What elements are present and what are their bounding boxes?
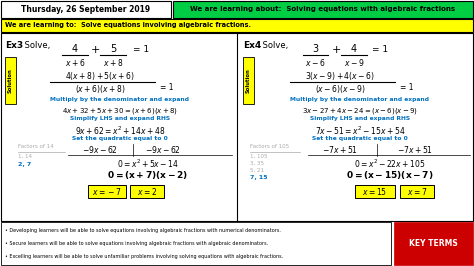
Text: 3: 3 bbox=[312, 44, 318, 54]
Text: Simplify LHS and expand RHS: Simplify LHS and expand RHS bbox=[70, 116, 170, 121]
Text: Set the quadratic equal to 0: Set the quadratic equal to 0 bbox=[72, 136, 168, 141]
Text: $7x-51=x^2-15x+54$: $7x-51=x^2-15x+54$ bbox=[315, 125, 405, 138]
Text: $-9x-62$: $-9x-62$ bbox=[145, 144, 181, 155]
Text: Ex3: Ex3 bbox=[5, 41, 23, 50]
Text: +: + bbox=[91, 45, 100, 55]
Text: $-9x-62$: $-9x-62$ bbox=[82, 144, 118, 155]
Text: $(x-6)(x-9)$: $(x-6)(x-9)$ bbox=[315, 83, 365, 95]
Text: $3x-27+4x-24=(x-6)(x-9)$: $3x-27+4x-24=(x-6)(x-9)$ bbox=[302, 106, 418, 116]
Text: $4x+32+5x+30=(x+6)(x+8)$: $4x+32+5x+30=(x+6)(x+8)$ bbox=[62, 106, 178, 116]
Text: Multiply by the denominator and expand: Multiply by the denominator and expand bbox=[291, 97, 429, 102]
Text: 1, 14: 1, 14 bbox=[18, 154, 32, 159]
Text: = 1: = 1 bbox=[160, 83, 173, 92]
Text: $-7x+51$: $-7x+51$ bbox=[322, 144, 358, 155]
Text: $3(x-9)+4(x-6)$: $3(x-9)+4(x-6)$ bbox=[305, 70, 375, 82]
Text: $x+6$: $x+6$ bbox=[65, 57, 85, 68]
Bar bbox=[394, 222, 473, 265]
Text: $\mathbf{0=(x+7)(x-2)}$: $\mathbf{0=(x+7)(x-2)}$ bbox=[108, 169, 189, 181]
Text: $0=x^2-22x+105$: $0=x^2-22x+105$ bbox=[354, 158, 426, 171]
Text: • Secure learners will be able to solve equations involving algebraic fractions : • Secure learners will be able to solve … bbox=[5, 241, 268, 246]
Text: Solve,: Solve, bbox=[22, 41, 50, 50]
Text: $x-9$: $x-9$ bbox=[344, 57, 364, 68]
Text: KEY TERMS: KEY TERMS bbox=[409, 239, 457, 247]
Bar bbox=[173, 1, 473, 18]
Text: $\mathbf{0=(x-15)(x-7)}$: $\mathbf{0=(x-15)(x-7)}$ bbox=[346, 169, 434, 181]
Text: +: + bbox=[331, 45, 341, 55]
Text: Solution: Solution bbox=[8, 68, 13, 93]
Text: 4: 4 bbox=[351, 44, 357, 54]
Text: 3, 35: 3, 35 bbox=[250, 161, 264, 166]
Bar bbox=[1, 222, 391, 265]
Text: Multiply by the denominator and expand: Multiply by the denominator and expand bbox=[51, 97, 190, 102]
Text: • Excelling learners will be able to solve unfamiliar problems involving solving: • Excelling learners will be able to sol… bbox=[5, 254, 283, 259]
Bar bbox=[1, 19, 473, 32]
Bar bbox=[355, 185, 395, 198]
Text: We are learning to:  Solve equations involving algebraic fractions.: We are learning to: Solve equations invo… bbox=[5, 23, 251, 28]
Text: = 1: = 1 bbox=[372, 45, 388, 55]
Text: = 1: = 1 bbox=[133, 45, 149, 55]
Text: = 1: = 1 bbox=[400, 83, 413, 92]
Bar bbox=[130, 185, 164, 198]
Text: Set the quadratic equal to 0: Set the quadratic equal to 0 bbox=[312, 136, 408, 141]
Bar bbox=[1, 33, 473, 221]
Text: Simplify LHS and expand RHS: Simplify LHS and expand RHS bbox=[310, 116, 410, 121]
Text: Solve,: Solve, bbox=[260, 41, 288, 50]
Text: 1, 105: 1, 105 bbox=[250, 154, 267, 159]
Text: 4: 4 bbox=[72, 44, 78, 54]
Text: Thursday, 26 September 2019: Thursday, 26 September 2019 bbox=[21, 5, 151, 14]
Bar bbox=[1, 1, 171, 18]
Text: $9x+62=x^2+14x+48$: $9x+62=x^2+14x+48$ bbox=[75, 125, 165, 138]
Text: $4(x+8)+5(x+6)$: $4(x+8)+5(x+6)$ bbox=[65, 70, 135, 82]
Text: $x=2$: $x=2$ bbox=[137, 186, 157, 197]
Text: Factors of 105: Factors of 105 bbox=[250, 144, 289, 149]
Text: • Developing learners will be able to solve equations involving algebraic fracti: • Developing learners will be able to so… bbox=[5, 228, 281, 233]
Text: 5, 21: 5, 21 bbox=[250, 168, 264, 173]
Text: 2, 7: 2, 7 bbox=[18, 162, 31, 167]
Bar bbox=[243, 57, 254, 104]
Text: $x-6$: $x-6$ bbox=[305, 57, 325, 68]
Text: $(x+6)(x+8)$: $(x+6)(x+8)$ bbox=[74, 83, 125, 95]
Text: $x=15$: $x=15$ bbox=[363, 186, 388, 197]
Text: Solution: Solution bbox=[246, 68, 251, 93]
Text: $x+8$: $x+8$ bbox=[103, 57, 123, 68]
Bar bbox=[88, 185, 126, 198]
Text: $x=7$: $x=7$ bbox=[407, 186, 427, 197]
Bar bbox=[400, 185, 434, 198]
Text: 5: 5 bbox=[110, 44, 116, 54]
Text: $-7x+51$: $-7x+51$ bbox=[397, 144, 433, 155]
Text: We are learning about:  Solving equations with algebraic fractions: We are learning about: Solving equations… bbox=[191, 6, 456, 13]
Text: $0=x^2+5x-14$: $0=x^2+5x-14$ bbox=[117, 158, 179, 171]
Bar bbox=[5, 57, 16, 104]
Text: Factors of 14: Factors of 14 bbox=[18, 144, 54, 149]
Text: 7, 15: 7, 15 bbox=[250, 175, 268, 180]
Text: $x=-7$: $x=-7$ bbox=[92, 186, 122, 197]
Text: Ex4: Ex4 bbox=[243, 41, 261, 50]
